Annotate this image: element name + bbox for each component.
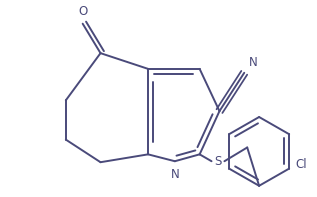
Text: N: N xyxy=(171,168,179,181)
Text: O: O xyxy=(78,5,87,18)
Text: Cl: Cl xyxy=(295,158,307,171)
Text: S: S xyxy=(214,155,221,168)
Text: N: N xyxy=(249,56,258,69)
